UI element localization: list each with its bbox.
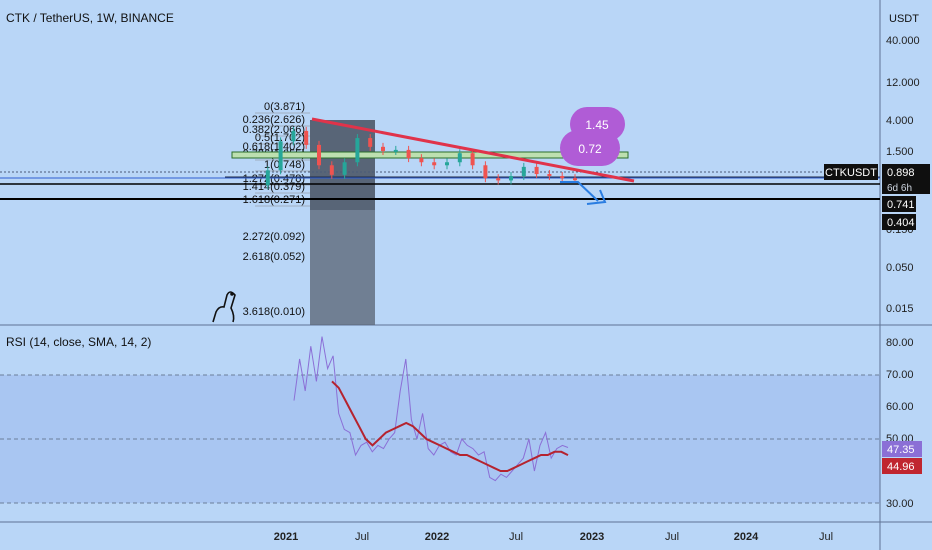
- candle-body: [317, 144, 321, 166]
- candle-body: [278, 141, 283, 171]
- time-tick-label: 2024: [734, 531, 759, 543]
- candle-body: [329, 165, 334, 175]
- rsi-ma-text: 44.96: [887, 461, 915, 473]
- rsi-tick-label: 70.00: [886, 369, 914, 381]
- candle-body: [521, 166, 526, 177]
- symbol-title: CTK / TetherUS, 1W, BINANCE: [6, 11, 174, 25]
- time-ticks: 2021 Jul 2022 Jul 2023 Jul 2024 Jul: [274, 531, 833, 543]
- candle-body: [432, 162, 437, 166]
- arrow-head: [586, 189, 607, 205]
- symbol-badge: [824, 164, 878, 180]
- fib-level-label: 1.414(0.379): [243, 181, 305, 193]
- price-unit: USDT: [889, 13, 919, 25]
- candle-body: [560, 176, 565, 179]
- candle-body: [342, 162, 347, 175]
- bubble-upper-text: 1.45: [585, 118, 609, 132]
- candle-body: [304, 130, 309, 145]
- price-tick-label: 0.050: [886, 262, 914, 274]
- candle-body: [265, 170, 270, 186]
- candle-body: [393, 149, 398, 152]
- trendline-red: [311, 117, 635, 183]
- candle-body: [509, 176, 513, 181]
- candle-body: [483, 165, 488, 179]
- candles: [265, 126, 577, 190]
- last-price-badge: [882, 164, 930, 180]
- time-tick-label: 2023: [580, 531, 604, 543]
- bubble-lower-text: 0.72: [578, 142, 602, 156]
- time-tick-label: Jul: [819, 531, 833, 543]
- candle-body: [355, 138, 360, 163]
- level-badge-2-text: 0.404: [887, 217, 915, 229]
- rsi-line: [293, 336, 569, 482]
- bubble-upper: [570, 107, 625, 141]
- candle-body: [547, 174, 552, 177]
- fib-level-label: 2.272(0.092): [243, 231, 305, 243]
- rsi-value-badge: [882, 441, 922, 457]
- symbol-badge-text: CTKUSDT: [825, 167, 877, 179]
- price-tick-label: 40.000: [886, 35, 920, 47]
- fib-level-label: 0.382(2.066): [243, 124, 305, 136]
- price-tick-label: 0.015: [886, 303, 914, 315]
- countdown-badge: [882, 180, 930, 194]
- fib-retracement: 0(3.871)0.236(2.626)0.382(2.066)0.5(1.70…: [243, 101, 310, 318]
- time-tick-label: 2022: [425, 531, 449, 543]
- candle-body: [419, 158, 424, 163]
- fib-level-label: 0.618(1.402): [243, 141, 305, 153]
- level-badge-2: [882, 214, 916, 230]
- time-tick-label: Jul: [665, 531, 679, 543]
- candle-body: [534, 166, 539, 175]
- time-tick-label: Jul: [355, 531, 369, 543]
- candle-body: [470, 153, 475, 166]
- fib-level-label: 1(0.748): [264, 159, 305, 171]
- price-tick-label: 12.000: [886, 77, 920, 89]
- candle-body: [381, 146, 385, 151]
- candle-body: [573, 178, 577, 181]
- price-tick-label: 4.000: [886, 115, 914, 127]
- time-tick-label: 2021: [274, 531, 298, 543]
- fib-level-label: 3.618(0.010): [243, 306, 305, 318]
- candle-body: [457, 153, 462, 163]
- level-badge-1-text: 0.741: [887, 199, 915, 211]
- fib-level-label: 0.236(2.626): [243, 114, 305, 126]
- candle-body: [406, 149, 411, 159]
- level-badge-1: [882, 196, 916, 212]
- dinosaur-icon: [212, 291, 236, 323]
- rsi-ma-line: [331, 380, 569, 472]
- arrow-line: [560, 181, 599, 202]
- price-tick-label: 1.500: [886, 146, 914, 158]
- candle-body: [445, 162, 449, 166]
- candle-body: [291, 130, 296, 142]
- rsi-value-text: 47.35: [887, 444, 915, 456]
- rsi-tick-label: 30.00: [886, 498, 914, 510]
- time-tick-label: Jul: [509, 531, 523, 543]
- rsi-band: [0, 375, 880, 503]
- rsi-title: RSI (14, close, SMA, 14, 2): [6, 335, 151, 349]
- fib-level-label: 1.272(0.478): [243, 173, 305, 185]
- fib-level-label: 0(3.871): [264, 101, 305, 113]
- fib-level-label: 2.618(0.052): [243, 251, 305, 263]
- rsi-ma-badge: [882, 458, 922, 474]
- rsi-tick-label: 80.00: [886, 337, 914, 349]
- rsi-tick-label: 60.00: [886, 401, 914, 413]
- range-box: [231, 151, 629, 159]
- countdown-text: 6d 6h: [887, 183, 912, 194]
- candle-body: [368, 138, 373, 147]
- last-price-text: 0.898: [887, 167, 915, 179]
- candle-body: [496, 178, 501, 181]
